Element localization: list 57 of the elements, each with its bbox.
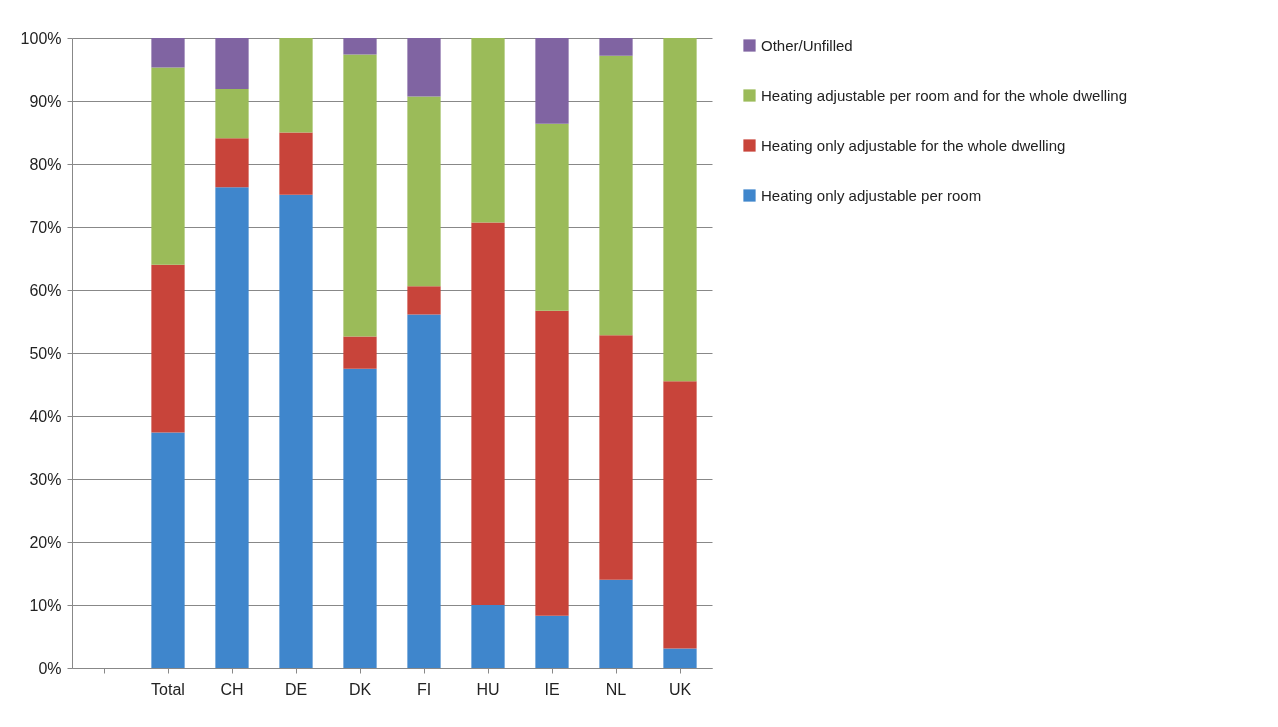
bar (407, 286, 441, 315)
bar (471, 605, 505, 668)
bar (407, 314, 441, 668)
bar (471, 38, 505, 223)
bar (279, 38, 313, 133)
bar (663, 381, 697, 649)
bar (151, 264, 185, 433)
y-tick-label: 20% (29, 533, 62, 551)
y-tick-label: 0% (38, 659, 62, 677)
legend-label: Heating adjustable per room and for the whole dwelling (761, 86, 1128, 104)
x-tick-label: DE (284, 680, 308, 698)
x-tick-label: NL (605, 680, 627, 698)
bar (215, 138, 249, 188)
x-tick-label: CH (220, 680, 244, 698)
bar (599, 335, 633, 580)
bar (663, 38, 697, 382)
bar (151, 432, 185, 668)
bar (215, 89, 249, 139)
bar (535, 615, 569, 668)
bar (535, 123, 569, 311)
bar (279, 132, 313, 195)
bar (151, 67, 185, 265)
legend-label: Heating only adjustable for the whole dwelling (761, 136, 1066, 154)
bar (535, 310, 569, 616)
legend-label: Other/Unfilled (761, 36, 853, 54)
y-tick-label: 50% (29, 344, 62, 362)
bar (471, 222, 505, 605)
x-tick-label: Total (151, 680, 185, 698)
y-tick-label: 10% (29, 596, 62, 614)
y-tick-label: 90% (29, 92, 62, 110)
bar (215, 187, 249, 668)
y-tick-label: 80% (29, 155, 62, 173)
x-tick-label: UK (668, 680, 692, 698)
x-tick-label: IE (544, 680, 560, 698)
y-tick-label: 60% (29, 281, 62, 299)
bar (407, 96, 441, 287)
bar (663, 648, 697, 668)
bar (599, 579, 633, 668)
y-tick-label: 40% (29, 407, 62, 425)
bar (407, 38, 441, 97)
x-tick-label: DK (348, 680, 372, 698)
y-tick-label: 70% (29, 218, 62, 236)
bar (343, 54, 377, 337)
bar (215, 38, 249, 90)
x-tick-label: HU (476, 680, 500, 698)
bar (343, 368, 377, 668)
bar (343, 38, 377, 55)
bar (535, 38, 569, 124)
x-tick-label: FI (416, 680, 432, 698)
y-tick-label: 100% (20, 29, 62, 47)
legend-label: Heating only adjustable per room (761, 186, 982, 204)
bar (151, 38, 185, 68)
y-tick-label: 30% (29, 470, 62, 488)
bar (279, 194, 313, 668)
bar (599, 38, 633, 56)
bar (599, 55, 633, 336)
bar (343, 336, 377, 369)
